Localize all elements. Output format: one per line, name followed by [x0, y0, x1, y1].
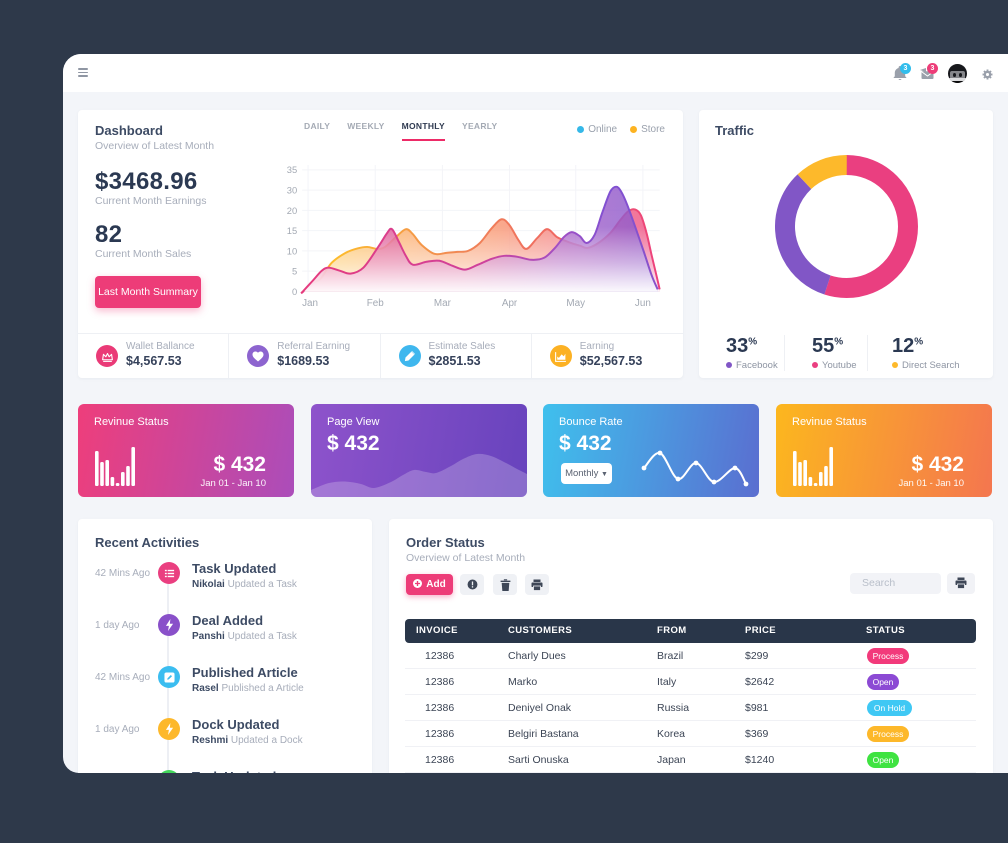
svg-text:10: 10 [287, 246, 297, 256]
svg-text:5: 5 [292, 267, 297, 277]
svg-text:Feb: Feb [367, 298, 385, 309]
svg-text:20: 20 [287, 206, 297, 216]
svg-text:Jun: Jun [635, 298, 651, 309]
svg-text:35: 35 [287, 165, 297, 175]
svg-text:0: 0 [292, 287, 297, 297]
svg-text:Jan: Jan [302, 298, 318, 309]
svg-text:Apr: Apr [502, 298, 518, 309]
svg-text:Mar: Mar [434, 298, 452, 309]
svg-text:15: 15 [287, 226, 297, 236]
svg-text:30: 30 [287, 186, 297, 196]
svg-text:May: May [566, 298, 585, 309]
